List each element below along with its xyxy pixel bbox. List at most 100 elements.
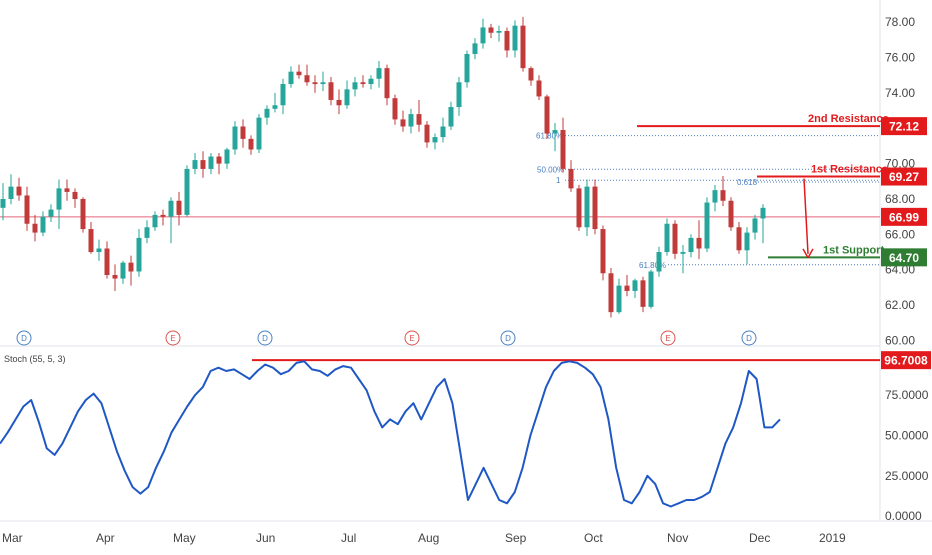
price-tick-label: 70.00 [885, 157, 915, 171]
candle [568, 160, 574, 192]
candle-body [112, 275, 118, 279]
candle-body [600, 229, 606, 274]
candle [392, 94, 398, 125]
candle-body [232, 126, 238, 150]
candle [256, 114, 262, 154]
candle-body [24, 195, 30, 224]
candle [376, 61, 382, 88]
candle-body [472, 43, 478, 54]
candle-body [480, 27, 486, 44]
candle [56, 179, 62, 230]
stoch-tick-label: 75.0000 [885, 388, 929, 402]
dividend-marker-circle [257, 330, 273, 346]
candle [200, 151, 206, 178]
candle [360, 75, 366, 88]
candle [664, 218, 670, 256]
candle [408, 108, 414, 134]
candle-body [736, 227, 742, 251]
candle-body [80, 198, 86, 230]
price-tick-label: 66.00 [885, 227, 915, 241]
candle-body [632, 280, 638, 291]
candle [536, 75, 542, 100]
candle [272, 92, 278, 113]
price-tag: 64.70 [881, 248, 927, 267]
candle-body [256, 117, 262, 150]
candle [80, 197, 86, 233]
candle [432, 133, 438, 150]
candle-body [448, 107, 454, 127]
event-marker[interactable]: E [660, 330, 676, 346]
price-tick-label: 62.00 [885, 298, 915, 312]
candle [352, 76, 358, 97]
price-tick-label: 68.00 [885, 192, 915, 206]
candle-body [168, 200, 174, 217]
event-marker[interactable]: D [741, 330, 757, 346]
candle-body [552, 130, 558, 134]
candle-body [152, 214, 158, 228]
stoch-tick-label: 50.0000 [885, 429, 929, 443]
candle-body [208, 156, 214, 169]
candle-body [8, 186, 14, 199]
candle [688, 234, 694, 258]
candle [64, 179, 70, 201]
candle [144, 220, 150, 244]
candle-body [416, 114, 422, 125]
candle [328, 76, 334, 106]
level-label: 1st Support [823, 244, 884, 256]
candle [48, 204, 54, 222]
candle-body [624, 285, 630, 291]
candle [296, 64, 302, 79]
candle-body [648, 271, 654, 307]
candle-body [264, 108, 270, 118]
candle-body [424, 124, 430, 143]
candle [640, 276, 646, 313]
time-tick-label: May [173, 531, 196, 545]
price-tick-label: 78.00 [885, 15, 915, 29]
candle [208, 153, 214, 175]
candle-body [672, 223, 678, 254]
candle-body [128, 262, 134, 272]
stoch-line [0, 360, 781, 508]
price-tag-box [881, 167, 927, 186]
candle [16, 177, 22, 201]
event-marker[interactable]: E [404, 330, 420, 346]
candle [96, 239, 102, 261]
candle [184, 165, 190, 217]
event-marker[interactable]: D [257, 330, 273, 346]
candle [608, 267, 614, 318]
candle [336, 89, 342, 115]
candle-body [584, 186, 590, 228]
time-tick-label: Dec [749, 531, 770, 545]
candle [304, 64, 310, 86]
candle [232, 121, 238, 155]
candle [312, 75, 318, 93]
earnings-marker-circle [660, 330, 676, 346]
candle-body [176, 200, 182, 215]
candle [32, 214, 38, 242]
candle [24, 186, 30, 231]
candle [632, 278, 638, 299]
candle-body [488, 27, 494, 33]
event-marker[interactable]: E [165, 330, 181, 346]
candle [192, 153, 198, 175]
candle [592, 179, 598, 235]
candle-body [272, 105, 278, 109]
candle-body [360, 82, 366, 85]
fibonacci-label: 0.618 [737, 178, 758, 187]
candle-body [104, 248, 110, 276]
candle-body [760, 207, 766, 219]
event-marker[interactable]: D [16, 330, 32, 346]
projection-arrow-head [802, 248, 814, 259]
event-marker[interactable]: D [500, 330, 516, 346]
price-tag-box [881, 248, 927, 267]
candle-body [0, 198, 6, 208]
price-tag-value: 66.99 [889, 210, 919, 224]
candle [368, 75, 374, 90]
stoch-tick-label: 0.0000 [885, 509, 922, 523]
candle [600, 225, 606, 281]
candle-body [320, 82, 326, 85]
candle-body [328, 82, 334, 100]
candle [448, 101, 454, 131]
time-axis: Mar Apr May Jun Jul Aug Sep Oct Nov Dec 2019 [0, 520, 932, 545]
event-marker-label: D [505, 334, 511, 343]
